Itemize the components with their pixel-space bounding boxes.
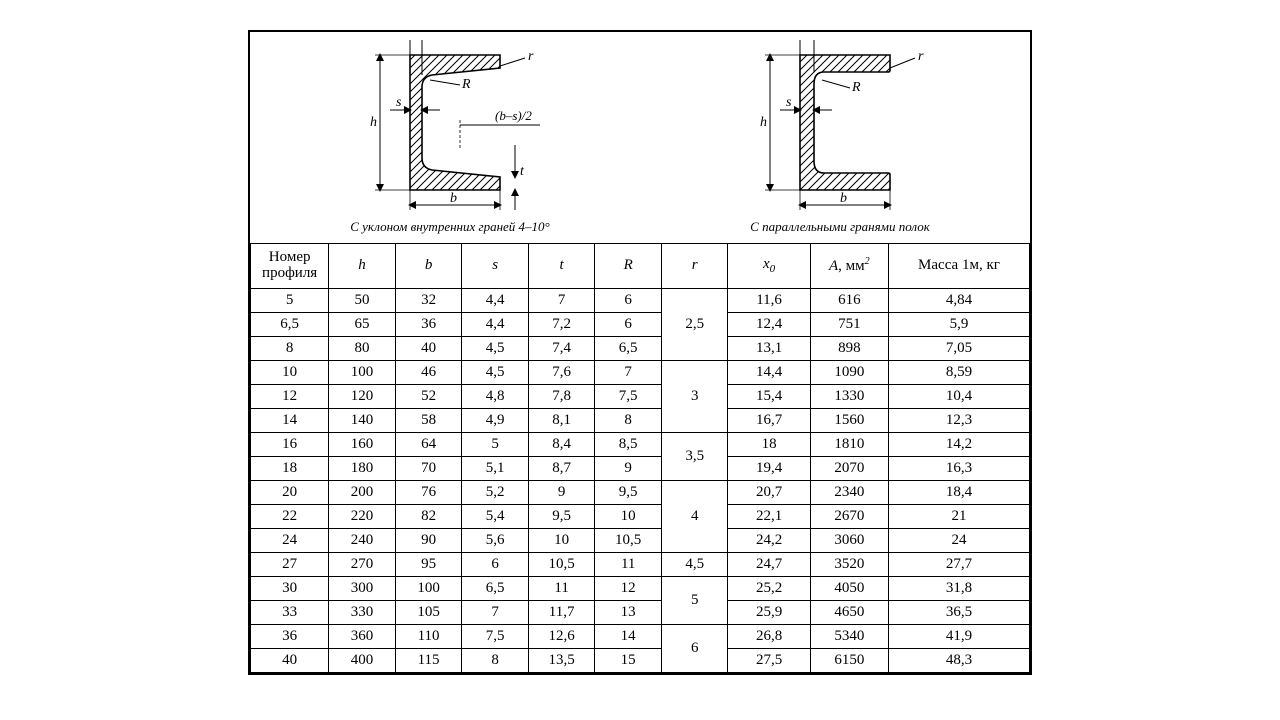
svg-text:(b–s)/2: (b–s)/2 — [495, 108, 532, 123]
caption-left: С уклоном внутренних граней 4–10° — [350, 219, 550, 235]
profile-parallel-diagram: h s R r b — [710, 40, 970, 215]
svg-text:s: s — [786, 95, 792, 110]
r-group: 5 — [661, 577, 728, 625]
r-group: 4 — [661, 481, 728, 553]
table-header: Номер профиляhbstRrx0A, мм2Масса 1м, кг — [251, 244, 1030, 289]
svg-text:h: h — [760, 115, 767, 130]
col-mass: Масса 1м, кг — [888, 244, 1029, 289]
r-group: 3 — [661, 361, 728, 433]
r-group: 4,5 — [661, 553, 728, 577]
svg-text:R: R — [461, 77, 471, 92]
svg-text:r: r — [918, 49, 924, 64]
col-R: R — [595, 244, 662, 289]
channel-spec-sheet: h s R r (b–s)/2 b t — [248, 30, 1032, 675]
table-row: 33330105711,71325,9465036,5 — [251, 601, 1030, 625]
svg-text:r: r — [528, 49, 534, 64]
svg-text:b: b — [450, 191, 457, 206]
spec-table: Номер профиляhbstRrx0A, мм2Масса 1м, кг … — [250, 243, 1030, 673]
caption-right: С параллельными гранями полок — [750, 219, 930, 235]
table-row: 550324,4762,511,66164,84 — [251, 289, 1030, 313]
table-row: 161606458,48,53,518181014,2 — [251, 433, 1030, 457]
table-row: 10100464,57,67314,410908,59 — [251, 361, 1030, 385]
col-s: s — [462, 244, 529, 289]
profile-taper-diagram: h s R r (b–s)/2 b t — [310, 40, 610, 215]
col-A: A, мм2 — [810, 244, 888, 289]
r-group: 6 — [661, 625, 728, 673]
svg-text:t: t — [520, 164, 525, 179]
col-x0: x0 — [728, 244, 810, 289]
table-row: 14140584,98,1816,7156012,3 — [251, 409, 1030, 433]
svg-text:s: s — [396, 95, 402, 110]
col-r: r — [661, 244, 728, 289]
table-row: 2727095610,5114,524,7352027,7 — [251, 553, 1030, 577]
r-group: 3,5 — [661, 433, 728, 481]
table-row: 18180705,18,7919,4207016,3 — [251, 457, 1030, 481]
svg-text:h: h — [370, 115, 377, 130]
table-row: 12120524,87,87,515,4133010,4 — [251, 385, 1030, 409]
table-row: 20200765,299,5420,7234018,4 — [251, 481, 1030, 505]
svg-text:R: R — [851, 80, 861, 95]
r-group: 2,5 — [661, 289, 728, 361]
table-row: 880404,57,46,513,18987,05 — [251, 337, 1030, 361]
table-row: 303001006,51112525,2405031,8 — [251, 577, 1030, 601]
col-no: Номер профиля — [251, 244, 329, 289]
col-b: b — [395, 244, 462, 289]
col-h: h — [329, 244, 396, 289]
table-row: 6,565364,47,2612,47515,9 — [251, 313, 1030, 337]
table-row: 22220825,49,51022,1267021 — [251, 505, 1030, 529]
table-row: 24240905,61010,524,2306024 — [251, 529, 1030, 553]
svg-text:b: b — [840, 191, 847, 206]
table-row: 363601107,512,614626,8534041,9 — [251, 625, 1030, 649]
col-t: t — [528, 244, 595, 289]
table-row: 40400115813,51527,5615048,3 — [251, 649, 1030, 673]
diagrams-row: h s R r (b–s)/2 b t — [250, 32, 1030, 217]
captions: С уклоном внутренних граней 4–10° С пара… — [250, 217, 1030, 243]
